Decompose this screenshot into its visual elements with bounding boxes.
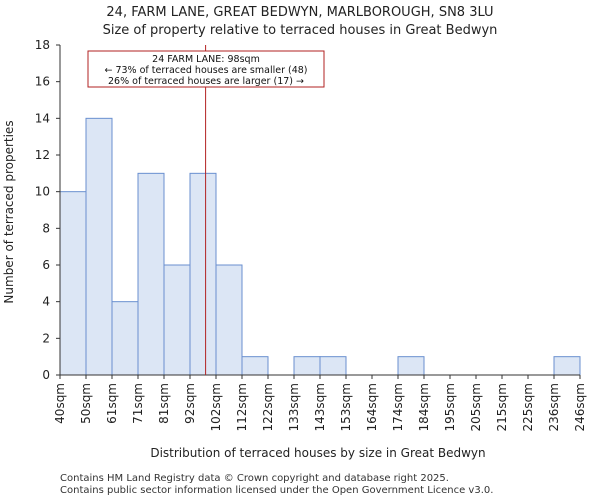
y-tick-label-6: 6 <box>42 258 50 272</box>
chart-title: 24, FARM LANE, GREAT BEDWYN, MARLBOROUGH… <box>106 5 493 20</box>
bar-61sqm <box>111 301 139 376</box>
y-tick-label-18: 18 <box>35 38 50 52</box>
x-tick-label-112sqm: 112sqm <box>235 383 249 431</box>
x-axis-label: Distribution of terraced houses by size … <box>150 446 485 460</box>
y-tick-label-4: 4 <box>42 295 50 309</box>
bar-143sqm <box>319 356 347 376</box>
x-tick-label-195sqm: 195sqm <box>443 383 457 431</box>
y-tick-label-16: 16 <box>35 75 50 89</box>
x-tick-label-143sqm: 143sqm <box>313 383 327 431</box>
annotation-box <box>87 50 325 88</box>
x-tick-label-225sqm: 225sqm <box>521 383 535 431</box>
plot-area: 0 2 4 6 8 10 12 14 16 18 40sqm 50sqm 61sqm 71sqm 81sqm… <box>35 38 587 431</box>
x-tick-label-236sqm: 236sqm <box>547 383 561 431</box>
bar-102sqm <box>215 264 243 376</box>
bar-174sqm <box>397 356 425 376</box>
x-tick-label-61sqm: 61sqm <box>105 383 119 424</box>
histogram-chart: 24, FARM LANE, GREAT BEDWYN, MARLBOROUGH… <box>2 5 587 460</box>
x-tick-label-81sqm: 81sqm <box>157 383 171 424</box>
footer-licence: Contains public sector information licen… <box>60 485 494 496</box>
x-tick-label-153sqm: 153sqm <box>339 383 353 431</box>
x-tick-label-174sqm: 174sqm <box>391 383 405 431</box>
x-tick-label-102sqm: 102sqm <box>209 383 223 431</box>
x-tick-label-205sqm: 205sqm <box>469 383 483 431</box>
x-tick-label-215sqm: 215sqm <box>495 383 509 431</box>
x-tick-label-40sqm: 40sqm <box>53 383 67 424</box>
y-tick-label-2: 2 <box>42 331 50 345</box>
bar-133sqm <box>293 356 321 376</box>
y-tick-label-8: 8 <box>42 221 50 235</box>
bar-92sqm <box>189 172 217 376</box>
footer-copyright: Contains HM Land Registry data © Crown c… <box>60 473 449 484</box>
y-tick-label-12: 12 <box>35 148 50 162</box>
x-tick-label-92sqm: 92sqm <box>183 383 197 424</box>
x-tick-label-184sqm: 184sqm <box>417 383 431 431</box>
x-tick-label-133sqm: 133sqm <box>287 383 301 431</box>
chart-subtitle: Size of property relative to terraced ho… <box>103 23 498 38</box>
x-tick-label-71sqm: 71sqm <box>131 383 145 424</box>
y-tick-label-10: 10 <box>35 185 50 199</box>
annotation-line-2: ← 73% of terraced houses are smaller (48… <box>104 65 307 76</box>
bar-40sqm <box>59 191 87 376</box>
annotation-line-1: 24 FARM LANE: 98sqm <box>152 54 260 65</box>
x-tick-label-122sqm: 122sqm <box>261 383 275 431</box>
y-axis-label: Number of terraced properties <box>2 120 16 303</box>
bar-112sqm <box>241 356 269 376</box>
y-tick-label-0: 0 <box>42 368 50 382</box>
bar-50sqm <box>85 117 113 376</box>
y-tick-label-14: 14 <box>35 111 50 125</box>
x-tick-label-164sqm: 164sqm <box>365 383 379 431</box>
bar-81sqm <box>163 264 191 376</box>
x-tick-label-50sqm: 50sqm <box>79 383 93 424</box>
annotation-line-3: 26% of terraced houses are larger (17) → <box>108 76 304 87</box>
x-tick-label-246sqm: 246sqm <box>573 383 587 431</box>
bar-236sqm <box>553 356 581 376</box>
bar-71sqm <box>137 172 165 376</box>
